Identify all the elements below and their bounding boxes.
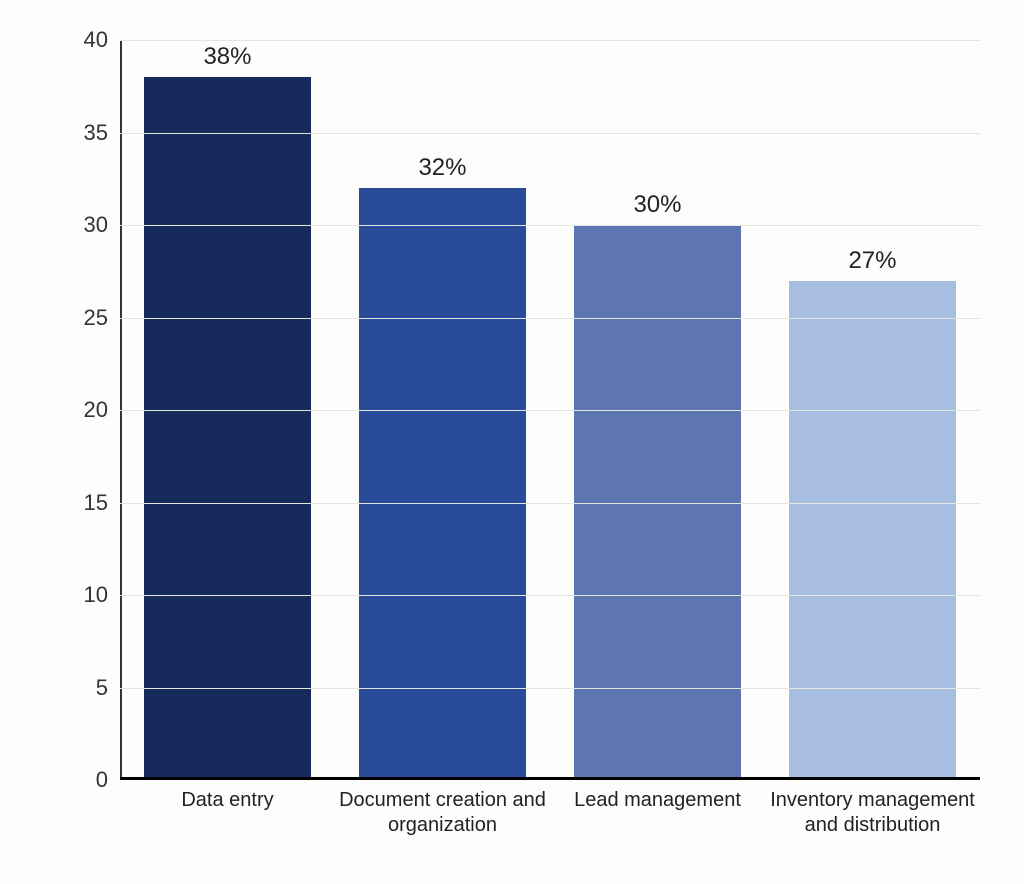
y-tick-label: 35 bbox=[58, 120, 108, 146]
bar: 38% bbox=[144, 77, 312, 780]
gridline bbox=[120, 318, 980, 319]
gridline bbox=[120, 133, 980, 134]
x-axis-label: Inventory management and distribution bbox=[765, 788, 980, 838]
bar-value-label: 27% bbox=[789, 247, 957, 275]
y-tick-label: 15 bbox=[58, 490, 108, 516]
gridline bbox=[120, 688, 980, 689]
x-axis-label: Document creation and organization bbox=[335, 788, 550, 838]
y-tick-label: 40 bbox=[58, 27, 108, 53]
x-axis-label: Data entry bbox=[120, 788, 335, 813]
y-tick-label: 5 bbox=[58, 675, 108, 701]
gridline bbox=[120, 225, 980, 226]
gridline bbox=[120, 503, 980, 504]
bar: 32% bbox=[359, 188, 527, 780]
bar-value-label: 32% bbox=[359, 154, 527, 182]
bar-chart: 38% 32% 30% 27% Data entryDocument creation… bbox=[0, 0, 1024, 884]
gridline bbox=[120, 410, 980, 411]
bar-value-label: 38% bbox=[144, 43, 312, 71]
bar: 27% bbox=[789, 281, 957, 781]
y-tick-label: 20 bbox=[58, 397, 108, 423]
x-axis-baseline bbox=[120, 777, 980, 780]
gridline bbox=[120, 595, 980, 596]
y-tick-label: 0 bbox=[58, 767, 108, 793]
gridline bbox=[120, 40, 980, 41]
y-tick-label: 25 bbox=[58, 305, 108, 331]
bar-value-label: 30% bbox=[574, 191, 742, 219]
x-axis-label: Lead management bbox=[550, 788, 765, 813]
plot-area: 38% 32% 30% 27% bbox=[120, 40, 980, 780]
y-tick-label: 10 bbox=[58, 582, 108, 608]
y-tick-label: 30 bbox=[58, 212, 108, 238]
